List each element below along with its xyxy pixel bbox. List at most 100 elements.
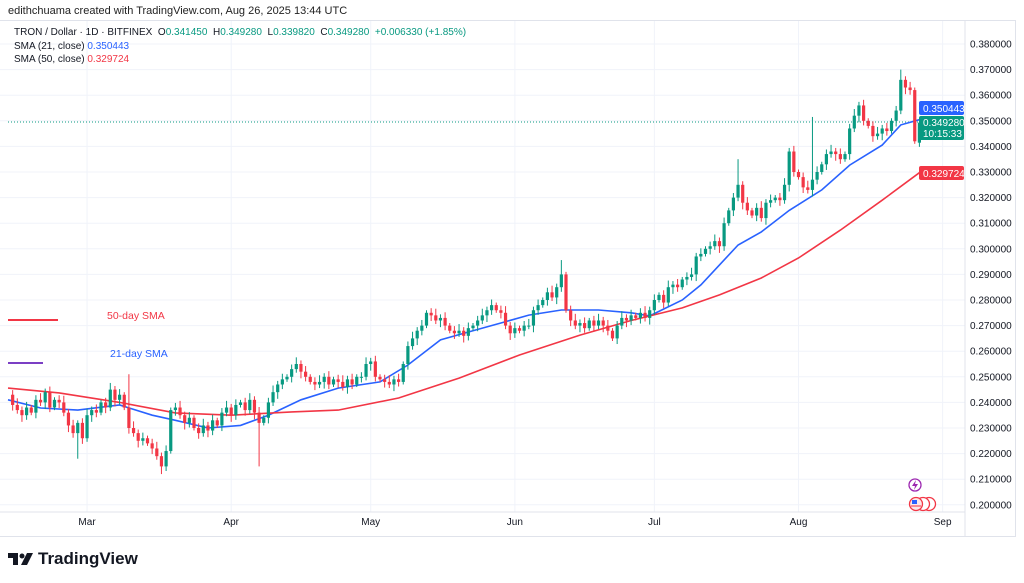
candle-body xyxy=(215,420,219,426)
candle-body xyxy=(615,325,619,339)
candle-body xyxy=(569,310,573,321)
price-tick-label: 0.360000 xyxy=(970,91,1012,102)
candle xyxy=(308,374,312,385)
candle xyxy=(38,393,43,406)
lightning-event-icon[interactable] xyxy=(908,478,922,492)
candle-body xyxy=(908,87,912,91)
candle xyxy=(285,374,289,382)
candle-body xyxy=(485,310,489,316)
time-tick-label: Jul xyxy=(648,517,661,528)
candle-body xyxy=(610,330,615,339)
sma50-row[interactable]: SMA (50, close) 0.329724 xyxy=(14,53,466,67)
candle xyxy=(90,406,94,422)
candle xyxy=(750,207,754,219)
candle-body xyxy=(796,172,801,178)
candle xyxy=(131,421,136,437)
candle-body xyxy=(755,207,759,216)
candle xyxy=(20,406,24,422)
candle xyxy=(99,399,103,416)
candle-body xyxy=(20,410,24,416)
candle xyxy=(778,192,782,206)
candle xyxy=(434,308,438,325)
candle-body xyxy=(838,154,842,160)
price-tick-label: 0.320000 xyxy=(970,193,1012,204)
candle xyxy=(387,375,391,389)
symbol-title[interactable]: TRON / Dollar · 1D · BITFINEX xyxy=(14,27,153,38)
candle-body xyxy=(903,79,908,88)
candle xyxy=(76,420,80,459)
candle-body xyxy=(722,223,726,247)
candle-body xyxy=(378,376,382,380)
countdown-text: 10:15:33 xyxy=(923,129,962,140)
candle-body xyxy=(913,90,917,142)
chart-credit: edithchuama created with TradingView.com… xyxy=(8,5,348,17)
candle-body xyxy=(62,402,66,413)
sma21-row[interactable]: SMA (21, close) 0.350443 xyxy=(14,40,466,54)
candle-body xyxy=(843,154,847,160)
candle-body xyxy=(592,320,596,326)
candle xyxy=(238,399,243,408)
time-tick-label: Aug xyxy=(790,517,808,528)
candle-body xyxy=(448,325,452,331)
time-tick-label: Mar xyxy=(78,517,96,528)
candle-body xyxy=(434,315,438,321)
sma50-label: SMA (50, close) xyxy=(14,54,85,65)
candle xyxy=(787,147,791,192)
candle-body xyxy=(94,410,98,413)
candle xyxy=(443,312,447,331)
tradingview-logo[interactable]: TradingView xyxy=(8,549,138,569)
candle-body xyxy=(717,241,722,247)
candle xyxy=(648,306,652,325)
candle-body xyxy=(629,315,633,321)
price-tick-label: 0.260000 xyxy=(970,347,1012,358)
candle-body xyxy=(410,338,415,347)
candle xyxy=(671,281,675,294)
candle xyxy=(880,124,884,141)
candle-body xyxy=(703,248,708,254)
candle xyxy=(676,279,680,292)
candle-body xyxy=(345,379,350,388)
candle-body xyxy=(801,177,805,188)
candle xyxy=(601,316,605,333)
candle-body xyxy=(680,279,684,288)
open-value: 0.341450 xyxy=(165,27,208,38)
candle-body xyxy=(211,420,215,431)
candle xyxy=(596,313,601,330)
candle xyxy=(290,364,294,383)
candle xyxy=(848,123,852,160)
candle xyxy=(406,341,410,370)
candle xyxy=(852,109,856,133)
candle-body xyxy=(71,425,75,434)
candle xyxy=(689,267,694,281)
candle xyxy=(806,180,810,194)
candle-body xyxy=(317,381,322,385)
candle xyxy=(201,418,205,437)
candle-body xyxy=(322,376,326,382)
candle xyxy=(694,252,698,282)
candle-body xyxy=(52,399,57,408)
candle xyxy=(66,409,71,433)
candle xyxy=(717,237,722,253)
candle-body xyxy=(699,253,703,257)
candle xyxy=(490,299,494,315)
candle-body xyxy=(38,399,43,403)
candle-body xyxy=(769,200,773,203)
candle-body xyxy=(503,312,508,326)
candle xyxy=(355,374,359,388)
candle xyxy=(304,366,308,382)
candle-body xyxy=(197,428,201,434)
low-value: 0.339820 xyxy=(273,27,315,38)
candle xyxy=(685,272,689,286)
us-flag-events-icon[interactable] xyxy=(908,496,937,512)
candle-body xyxy=(192,417,196,428)
chart-frame xyxy=(0,20,1016,537)
candle-body xyxy=(173,407,177,411)
candle xyxy=(857,101,861,123)
candle-body xyxy=(183,415,187,423)
candle-body xyxy=(290,369,294,377)
candle-body xyxy=(99,402,103,413)
price-axis: 0.380000 0.370000 0.360000 0.350000 0.340000… xyxy=(970,40,1012,512)
candle-body xyxy=(257,412,261,423)
candle xyxy=(438,314,443,328)
